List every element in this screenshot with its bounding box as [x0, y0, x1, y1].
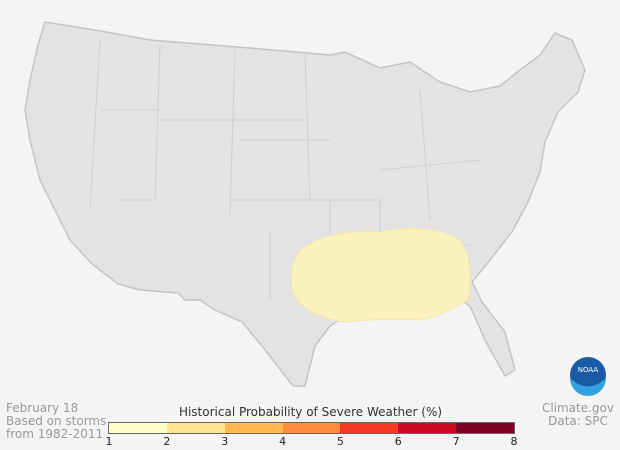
us-outline: [24, 21, 586, 387]
legend-tick: 3: [221, 435, 229, 448]
legend-tick: 2: [163, 435, 171, 448]
legend-tick: 5: [336, 435, 344, 448]
legend-tick: 4: [279, 435, 287, 448]
svg-text:NOAA: NOAA: [578, 366, 599, 374]
based-on-label: Based on storms: [6, 414, 107, 428]
credit-text: Climate.gov Data: SPC: [542, 402, 614, 428]
legend-swatch: [109, 423, 167, 433]
legend-swatch: [456, 423, 515, 433]
info-text: February 18 Based on storms from 1982-20…: [6, 402, 106, 441]
data-source-label: Data: SPC: [548, 414, 608, 428]
legend-swatch: [224, 423, 283, 433]
noaa-logo: NOAA: [570, 357, 606, 396]
us-map: NOAA: [24, 21, 606, 396]
probability-area: [290, 227, 471, 323]
legend-swatch: [282, 423, 341, 433]
source-label: Climate.gov: [541, 401, 614, 415]
legend-colorbar: [108, 422, 515, 434]
legend-title: Historical Probability of Severe Weather…: [178, 405, 443, 419]
period-label: from 1982-2011: [6, 427, 104, 441]
legend-tick: 6: [394, 435, 402, 448]
legend-swatch: [340, 423, 399, 433]
legend-swatch: [166, 423, 225, 433]
legend-tick: 8: [510, 435, 518, 448]
legend-swatch: [398, 423, 457, 433]
date-label: February 18: [6, 401, 79, 415]
legend-tick: 1: [105, 435, 113, 448]
legend-tick: 7: [452, 435, 460, 448]
